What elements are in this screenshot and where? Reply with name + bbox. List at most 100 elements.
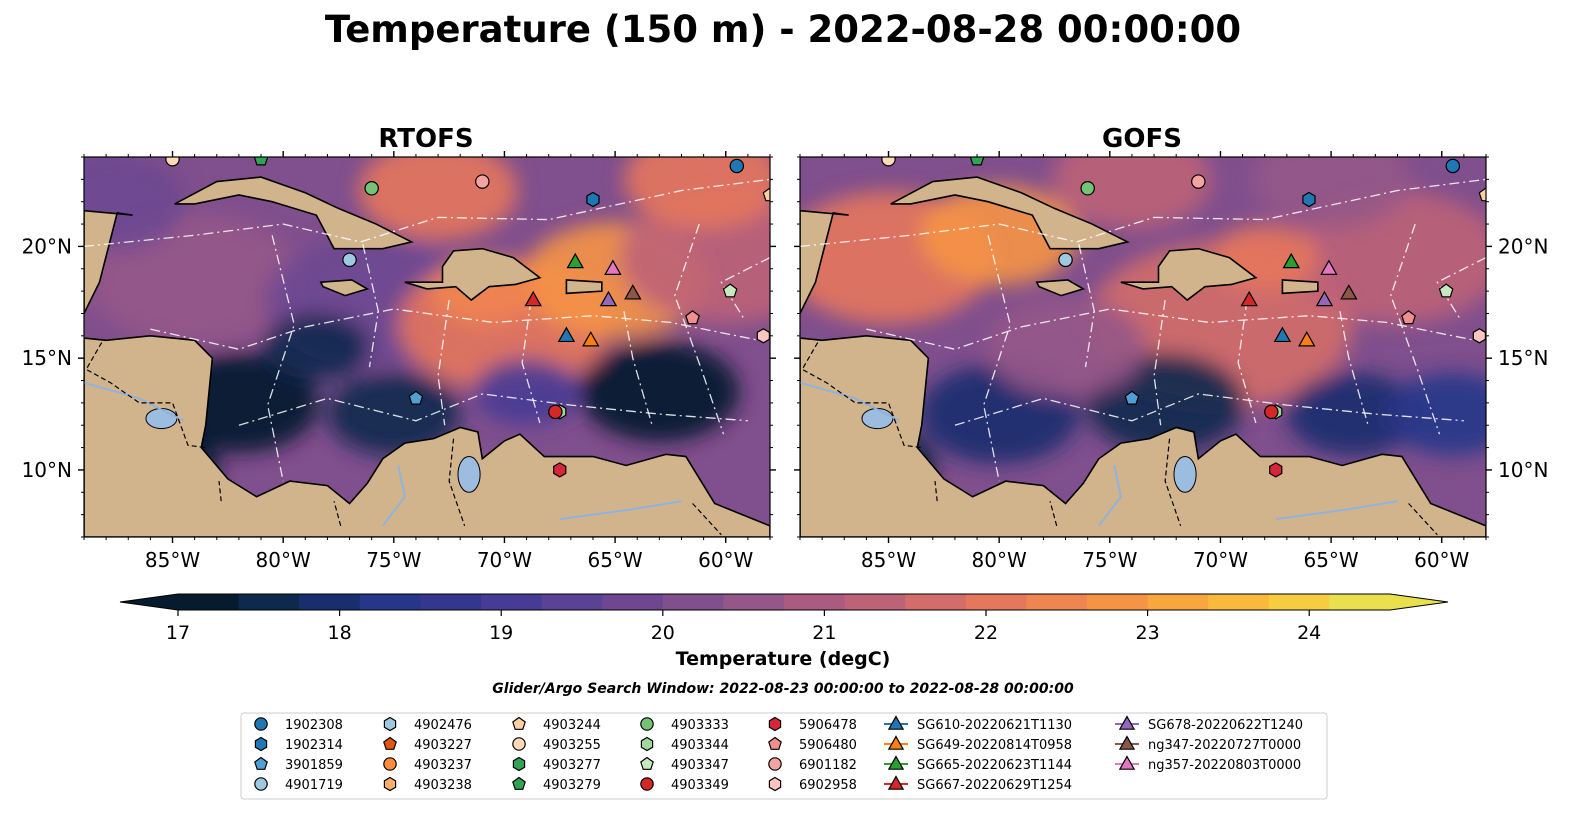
obs-marker-left-5	[88, 139, 101, 152]
legend-label-8: 4903244	[543, 718, 601, 733]
legend-label-7: 4903238	[414, 778, 472, 793]
legend-marker-8	[512, 716, 526, 730]
colorbar-segment-15	[1087, 594, 1149, 610]
x-tick-label-right-3: 70°W	[1193, 548, 1248, 572]
legend-marker-18	[768, 757, 782, 771]
rtofs-observation-markers	[88, 139, 770, 478]
legend-label-13: 4903344	[671, 738, 729, 753]
search-window-caption: Glider/Argo Search Window: 2022-08-23 00…	[492, 681, 1074, 697]
legend-label-9: 4903255	[543, 738, 601, 753]
rtofs-map-frame	[83, 156, 771, 538]
legend-label-18: 6901182	[799, 758, 857, 773]
x-tick-label-right-2: 75°W	[1082, 548, 1137, 572]
obs-marker-right-22	[1282, 252, 1300, 269]
legend-label-1: 1902314	[285, 738, 343, 753]
legend-marker-9	[512, 737, 526, 751]
colorbar-segment-19	[1329, 594, 1391, 610]
legend-marker-3	[254, 777, 268, 791]
legend-label-15: 4903349	[671, 778, 729, 793]
obs-marker-right-25	[1340, 284, 1358, 300]
colorbar-tick-label-4: 21	[812, 622, 836, 644]
colorbar-segment-7	[602, 594, 664, 610]
colorbar-tick-label-7: 24	[1297, 622, 1321, 644]
x-tick-label-left-3: 70°W	[477, 548, 532, 572]
colorbar-extend-min	[120, 594, 178, 610]
legend-label-20: SG610-20220621T1130	[917, 718, 1072, 733]
obs-marker-left-9	[165, 157, 180, 167]
colorbar-segment-13	[965, 594, 1027, 610]
obs-marker-left-7	[211, 139, 223, 153]
obs-marker-left-24	[599, 290, 618, 307]
x-tick-label-left-2: 75°W	[366, 548, 421, 572]
x-tick-label-left-0: 85°W	[145, 548, 200, 572]
legend-label-21: SG649-20220814T0958	[917, 738, 1072, 753]
y-tick-label-left-0: 10°N	[22, 458, 72, 482]
obs-marker-right-9	[881, 157, 896, 167]
legend-label-23: SG667-20220629T1254	[917, 778, 1072, 793]
x-tick-label-right-1: 80°W	[972, 548, 1027, 572]
obs-marker-left-17	[685, 310, 700, 325]
obs-marker-right-1	[1302, 191, 1316, 208]
colorbar-segment-16	[1147, 594, 1209, 610]
figure-title: Temperature (150 m) - 2022-08-28 00:00:0…	[325, 8, 1241, 51]
obs-marker-left-25	[624, 284, 642, 300]
obs-marker-right-20	[1273, 326, 1292, 343]
legend-marker-5	[383, 736, 397, 750]
y-tick-label-right-0: 10°N	[1498, 458, 1548, 482]
gofs-land-and-coast	[800, 176, 1486, 537]
legend-label-6: 4903237	[414, 758, 472, 773]
colorbar-tick-label-2: 19	[489, 622, 513, 644]
obs-marker-left-21	[582, 331, 600, 347]
legend-marker-22	[887, 755, 905, 770]
colorbar-segment-11	[844, 594, 906, 610]
obs-marker-left-22	[566, 252, 584, 269]
obs-marker-left-18	[475, 174, 490, 189]
colorbar-segment-12	[905, 594, 967, 610]
legend-label-14: 4903347	[671, 758, 729, 773]
gofs-map-frame	[799, 156, 1487, 538]
legend-marker-11	[512, 776, 526, 790]
legend-marker-6	[383, 757, 397, 771]
legend-marker-19	[768, 776, 782, 792]
obs-marker-right-23	[1240, 290, 1258, 307]
legend-label-25: ng347-20220727T0000	[1148, 738, 1301, 753]
colorbar-tick-label-0: 17	[166, 622, 190, 644]
rtofs-axis-ticks: 85°W 80°W 75°W 70°W 65°W 60°W 10°N 15°N 20°N	[22, 151, 776, 572]
legend-marker-16	[768, 716, 782, 732]
legend-entries: 1902308 1902314 3901859 4901719 4902476 49032…	[254, 715, 1303, 793]
obs-marker-right-5	[804, 139, 817, 152]
colorbar-label: Temperature (degC)	[676, 648, 891, 670]
colorbar-segment-1	[238, 594, 300, 610]
colorbar-segment-6	[541, 594, 603, 610]
obs-marker-right-7	[927, 139, 939, 153]
obs-marker-right-8	[1478, 187, 1486, 202]
colorbar-segment-2	[299, 594, 361, 610]
legend-marker-0	[254, 717, 268, 731]
obs-marker-left-12	[364, 181, 379, 196]
legend-label-2: 3901859	[285, 758, 343, 773]
obs-marker-right-16	[1269, 462, 1283, 478]
x-tick-label-right-5: 60°W	[1414, 548, 1469, 572]
legend-label-19: 6902958	[799, 778, 857, 793]
colorbar-tick-label-5: 22	[974, 622, 998, 644]
colorbar-tick-label-6: 23	[1136, 622, 1160, 644]
legend-marker-24	[1118, 715, 1136, 730]
x-tick-label-right-0: 85°W	[861, 548, 916, 572]
gofs-map-panel	[800, 139, 1486, 537]
obs-marker-left-3	[342, 252, 357, 268]
obs-marker-right-15	[1264, 404, 1279, 420]
legend-marker-4	[383, 716, 397, 732]
legend-label-0: 1902308	[285, 718, 343, 733]
legend-marker-21	[887, 735, 905, 750]
obs-marker-left-8	[762, 187, 770, 202]
colorbar-segment-4	[420, 594, 482, 610]
legend-marker-10	[512, 756, 526, 772]
gofs-axis-ticks: 85°W 80°W 75°W 70°W 65°W 60°W 10°N 15°N 20°N	[794, 151, 1548, 572]
panel-title-rtofs: RTOFS	[378, 124, 473, 154]
rtofs-land-and-coast	[84, 176, 770, 537]
colorbar-segment-3	[359, 594, 421, 610]
legend-label-5: 4903227	[414, 738, 472, 753]
obs-marker-left-26	[604, 259, 622, 275]
legend-label-24: SG678-20220622T1240	[1148, 718, 1303, 733]
legend-marker-25	[1118, 735, 1136, 750]
